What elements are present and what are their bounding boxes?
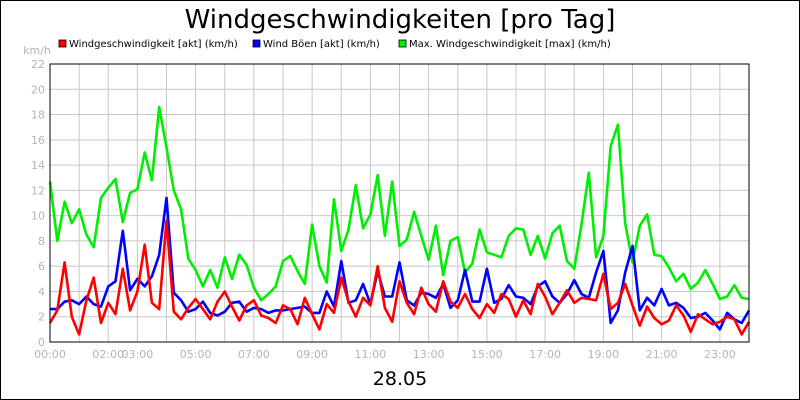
y-tick-label: 22 — [31, 58, 45, 71]
x-tick-label: 00:00 — [34, 348, 66, 361]
series-group — [48, 105, 751, 336]
x-tick-label: 19:00 — [588, 348, 620, 361]
y-tick-label: 6 — [38, 260, 45, 273]
x-tick-label: 21:00 — [646, 348, 678, 361]
x-tick-label: 09:00 — [296, 348, 328, 361]
y-tick-label: 18 — [31, 109, 45, 122]
y-tick-label: 14 — [31, 159, 45, 172]
legend-swatch — [252, 39, 261, 48]
legend-swatch — [398, 39, 407, 48]
legend-label: Max. Windgeschwindigkeit [max] (km/h) — [409, 39, 611, 50]
chart-legend: Windgeschwindigkeit [akt] (km/h) Wind Böe… — [58, 39, 611, 50]
legend-label: Windgeschwindigkeit [akt] (km/h) — [69, 39, 238, 50]
x-tick-label: 17:00 — [529, 348, 561, 361]
x-tick-label: 11:00 — [355, 348, 387, 361]
x-tick-label: 15:00 — [471, 348, 503, 361]
y-tick-label: 0 — [38, 336, 45, 349]
y-axis-unit-label: km/h — [23, 44, 51, 57]
y-tick-label: 10 — [31, 210, 45, 223]
x-tick-label: 05:00 — [180, 348, 212, 361]
series-line-1 — [50, 196, 751, 331]
plot-border — [49, 63, 750, 343]
y-tick-label: 16 — [31, 134, 45, 147]
y-tick-label: 12 — [31, 184, 45, 197]
y-axis-tick-labels: 0 2 4 6 8 10 12 14 16 18 20 22 — [31, 58, 45, 349]
y-tick-label: 20 — [31, 83, 45, 96]
y-tick-label: 2 — [38, 311, 45, 324]
x-tick-label: 02:00 — [92, 348, 124, 361]
x-tick-label: 03:00 — [122, 348, 154, 361]
chart-title: Windgeschwindigkeiten [pro Tag] — [185, 5, 616, 35]
series-line-0 — [48, 219, 751, 336]
x-axis-date-label: 28.05 — [373, 368, 427, 390]
y-tick-label: 8 — [38, 235, 45, 248]
y-tick-label: 4 — [38, 285, 45, 298]
x-tick-label: 13:00 — [413, 348, 445, 361]
legend-label: Wind Böen [akt] (km/h) — [263, 39, 380, 50]
x-tick-label: 07:00 — [238, 348, 270, 361]
series-line-2 — [48, 105, 750, 302]
grid-lines — [49, 63, 750, 343]
legend-swatch — [58, 39, 67, 48]
x-tick-label: 23:00 — [704, 348, 736, 361]
